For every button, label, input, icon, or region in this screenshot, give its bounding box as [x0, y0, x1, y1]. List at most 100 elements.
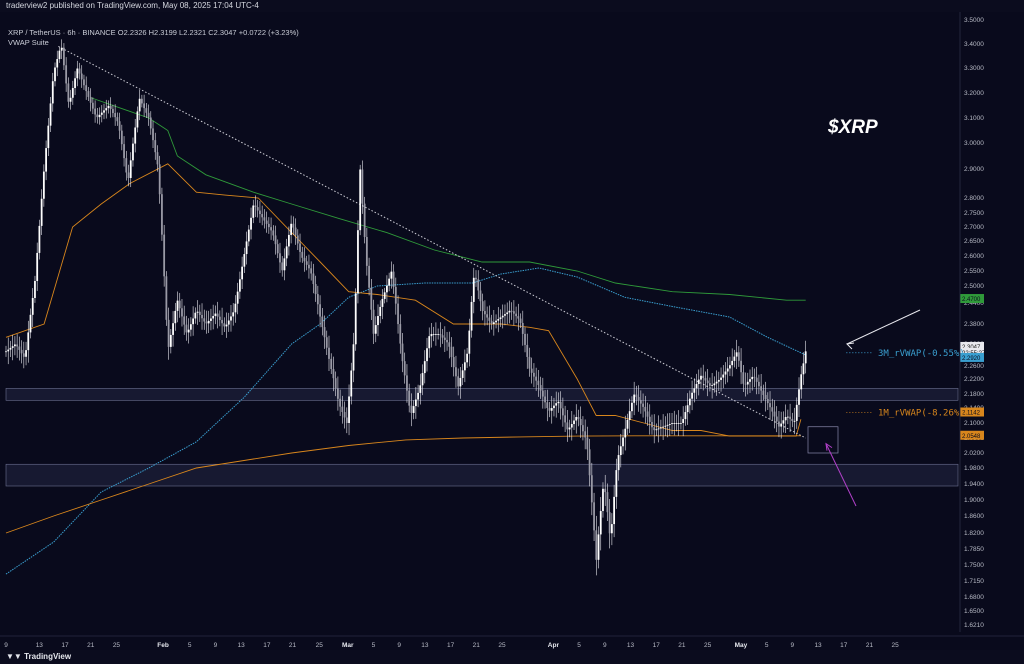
- candle-body: [430, 334, 433, 337]
- candle-body: [671, 423, 673, 425]
- indicator-name[interactable]: VWAP Suite: [8, 38, 49, 47]
- candle-body: [319, 304, 321, 317]
- candle-body: [795, 404, 798, 421]
- candle-body: [42, 171, 45, 199]
- candle-body: [760, 386, 763, 391]
- candle-body: [201, 314, 203, 319]
- candle-body: [354, 293, 357, 345]
- candle-body: [403, 361, 406, 376]
- candle-body: [737, 352, 740, 361]
- tradingview-logo[interactable]: ▼▼ TradingView: [6, 652, 71, 661]
- candle-body: [352, 344, 355, 371]
- candle-body: [223, 323, 226, 327]
- candle-body: [715, 381, 718, 384]
- candle-body: [744, 383, 747, 385]
- candle-body: [348, 396, 350, 423]
- y-tick-label: 1.9000: [964, 497, 984, 504]
- candle-body: [399, 324, 402, 344]
- candle-body: [657, 428, 660, 430]
- candle-body: [791, 418, 794, 422]
- candle-body: [606, 492, 609, 513]
- y-tick-label: 2.8000: [964, 195, 984, 202]
- y-tick-label: 2.1800: [964, 391, 984, 398]
- candle-body: [169, 334, 172, 347]
- candle-body: [310, 268, 313, 274]
- price-chart-svg[interactable]: 3.5000 3.4000 3.3000 3.2000 3.1000 3.0000 2.90…: [0, 12, 1024, 650]
- candle-body: [38, 225, 41, 253]
- candle-body: [539, 385, 542, 391]
- candle-body: [270, 227, 272, 231]
- y-tick-label: 1.7150: [964, 578, 984, 585]
- candle-body: [16, 344, 19, 347]
- x-tick-label: 25: [316, 642, 324, 649]
- candle-body: [619, 446, 622, 456]
- y-tick-label: 1.6500: [964, 608, 984, 615]
- candle-body: [301, 251, 304, 258]
- x-tick-label: 17: [653, 642, 661, 649]
- candle-body: [127, 172, 130, 178]
- candle-body: [488, 317, 491, 321]
- y-tick-label: 3.1000: [964, 115, 984, 122]
- candle-body: [555, 403, 558, 406]
- candle-body: [659, 427, 662, 429]
- candle-body: [377, 316, 379, 326]
- vwap-3m-line: [5, 267, 806, 575]
- candle-body: [18, 346, 21, 350]
- y-tick-label: 2.6500: [964, 238, 984, 245]
- candle-body: [283, 258, 286, 271]
- candle-body: [47, 125, 50, 149]
- candle-body: [557, 401, 560, 404]
- x-tick-label: 17: [840, 642, 848, 649]
- candle-body: [156, 152, 159, 165]
- candle-body: [648, 416, 651, 422]
- candle-body: [152, 128, 154, 141]
- x-tick-label: 9: [791, 642, 795, 649]
- candle-body: [308, 264, 310, 269]
- x-tick-label: 21: [289, 642, 297, 649]
- candle-body: [597, 534, 600, 560]
- candle-body: [704, 378, 707, 381]
- candle-body: [123, 144, 125, 159]
- candle-body: [455, 367, 457, 377]
- candle-body: [370, 287, 373, 310]
- candle-body: [793, 420, 796, 422]
- candle-body: [524, 333, 526, 345]
- candle-body: [475, 277, 477, 280]
- candle-body: [573, 420, 575, 425]
- candle-body: [196, 311, 199, 313]
- candle-body: [120, 130, 123, 145]
- candle-body: [441, 335, 444, 338]
- y-tick-label: 2.0200: [964, 450, 984, 457]
- candle-body: [758, 381, 760, 387]
- candle-body: [579, 419, 582, 426]
- candle-body: [448, 342, 451, 347]
- candle-body: [506, 312, 509, 315]
- candle-body: [675, 423, 678, 424]
- candle-body: [361, 169, 364, 204]
- candle-body: [290, 223, 293, 235]
- candle-body: [140, 98, 143, 104]
- candle-body: [247, 229, 250, 242]
- candle-body: [314, 284, 317, 295]
- candle-body: [56, 59, 59, 68]
- candle-body: [635, 394, 638, 398]
- candle-body: [299, 243, 301, 252]
- candle-body: [695, 383, 698, 389]
- candle-body: [241, 266, 244, 280]
- candle-body: [653, 427, 656, 431]
- candle-body: [628, 411, 631, 420]
- candle-body: [778, 421, 780, 427]
- candle-body: [504, 314, 506, 316]
- candle-body: [713, 383, 716, 386]
- candle-body: [303, 257, 306, 262]
- chart-area[interactable]: 3.5000 3.4000 3.3000 3.2000 3.1000 3.0000 2.90…: [0, 12, 1024, 650]
- candle-body: [553, 405, 555, 409]
- candle-body: [802, 363, 805, 375]
- tv-brand-text: TradingView: [24, 652, 72, 661]
- candle-body: [593, 502, 595, 531]
- candle-body: [452, 357, 455, 368]
- candle-body: [36, 252, 39, 281]
- candle-body: [259, 210, 261, 215]
- candle-body: [14, 344, 16, 347]
- x-tick-label: 9: [4, 642, 8, 649]
